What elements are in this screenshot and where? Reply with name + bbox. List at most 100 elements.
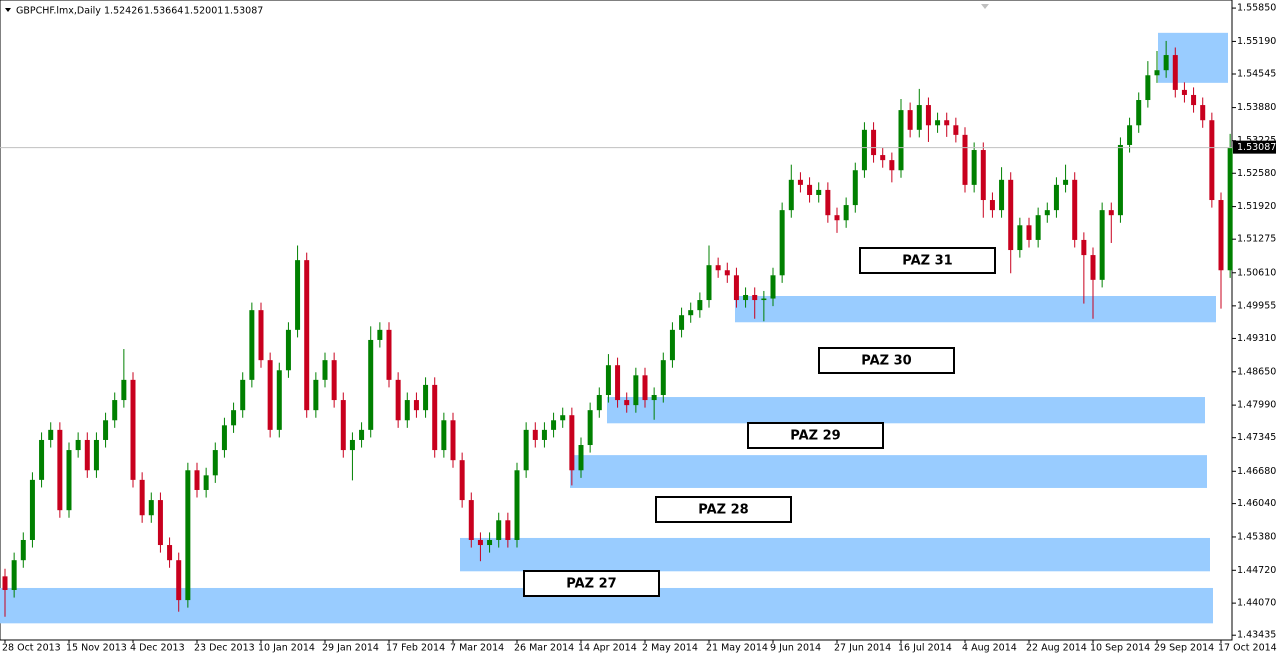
x-tick-label: 29 Sep 2014: [1154, 643, 1214, 654]
body: [633, 375, 639, 406]
body: [212, 450, 218, 476]
body: [880, 155, 886, 161]
body: [276, 370, 282, 430]
body: [468, 500, 474, 540]
y-tick-label: 1.51920: [1237, 201, 1276, 212]
body: [1191, 94, 1197, 106]
x-tick-label: 4 Aug 2014: [962, 643, 1017, 654]
body: [66, 450, 72, 511]
x-tick-label: 22 Aug 2014: [1026, 643, 1087, 654]
body: [1026, 225, 1032, 240]
body: [349, 439, 355, 451]
body: [1081, 239, 1087, 256]
y-tick-label: 1.55850: [1237, 3, 1276, 14]
x-tick-label: 10 Jan 2014: [258, 643, 315, 654]
body: [295, 260, 301, 330]
body: [761, 298, 767, 301]
body: [523, 429, 529, 471]
x-tick-label: 21 May 2014: [706, 643, 768, 654]
body: [752, 294, 758, 301]
body: [386, 329, 392, 380]
body: [816, 189, 822, 195]
body: [103, 420, 109, 440]
body: [368, 339, 374, 430]
body: [340, 400, 346, 451]
body: [322, 360, 328, 380]
body: [48, 429, 54, 440]
body: [1154, 70, 1160, 76]
body: [706, 265, 712, 301]
annotation-label: PAZ 30: [861, 354, 911, 369]
annotation-box: [859, 247, 996, 274]
body: [532, 429, 538, 440]
body: [989, 200, 995, 211]
body: [1163, 55, 1169, 71]
annotation-box: [523, 570, 660, 597]
x-tick-label: 2 May 2014: [642, 643, 698, 654]
body: [331, 360, 337, 401]
x-tick-label: 17 Feb 2014: [386, 643, 445, 654]
body: [679, 315, 685, 330]
body: [779, 210, 785, 276]
body: [1044, 210, 1050, 216]
zone: [570, 455, 1207, 488]
body: [980, 150, 986, 201]
body: [770, 275, 776, 299]
y-tick-label: 1.46680: [1237, 466, 1276, 477]
body: [852, 170, 858, 206]
body: [432, 384, 438, 451]
x-tick-label: 17 Oct 2014: [1218, 643, 1277, 654]
body: [1017, 225, 1023, 251]
body: [1117, 144, 1123, 216]
body: [450, 420, 456, 461]
body: [1099, 210, 1105, 280]
body: [2, 576, 8, 590]
body: [871, 129, 877, 156]
body: [304, 260, 310, 411]
zone: [735, 296, 1216, 323]
body: [167, 545, 173, 561]
body: [130, 379, 136, 480]
body: [377, 329, 383, 340]
quote-value: 1.52001: [184, 6, 223, 17]
body: [285, 329, 291, 371]
y-tick-label: 1.49955: [1237, 300, 1276, 311]
body: [551, 420, 557, 430]
body: [642, 375, 648, 401]
x-tick-label: 4 Dec 2013: [130, 643, 185, 654]
body: [459, 460, 465, 501]
body: [267, 360, 273, 430]
x-tick-label: 10 Sep 2014: [1090, 643, 1150, 654]
body: [39, 439, 45, 480]
body: [185, 470, 191, 601]
body: [231, 410, 237, 426]
annotation-box: [818, 347, 955, 374]
body: [925, 105, 931, 126]
body: [404, 400, 410, 421]
body: [359, 429, 365, 440]
annotation-box: [655, 496, 792, 523]
last-price-box: [1233, 140, 1276, 154]
y-tick-label: 1.44070: [1237, 598, 1276, 609]
y-tick-label: 1.48650: [1237, 366, 1276, 377]
body: [660, 360, 666, 396]
y-tick-label: 1.55190: [1237, 36, 1276, 47]
body: [1127, 125, 1133, 145]
body: [1200, 105, 1206, 121]
y-tick-label: 1.51275: [1237, 234, 1276, 245]
body: [139, 479, 145, 516]
body: [1227, 147, 1233, 271]
body: [505, 520, 511, 540]
y-tick-label: 1.53880: [1237, 102, 1276, 113]
body: [1053, 184, 1059, 211]
body: [84, 439, 90, 471]
annotation-label: PAZ 27: [566, 577, 616, 592]
annotation-box: [747, 422, 884, 449]
body: [176, 560, 182, 601]
body: [157, 500, 163, 546]
body: [797, 179, 803, 185]
body: [999, 179, 1005, 211]
body: [93, 439, 99, 471]
body: [807, 184, 813, 195]
body: [11, 560, 17, 590]
